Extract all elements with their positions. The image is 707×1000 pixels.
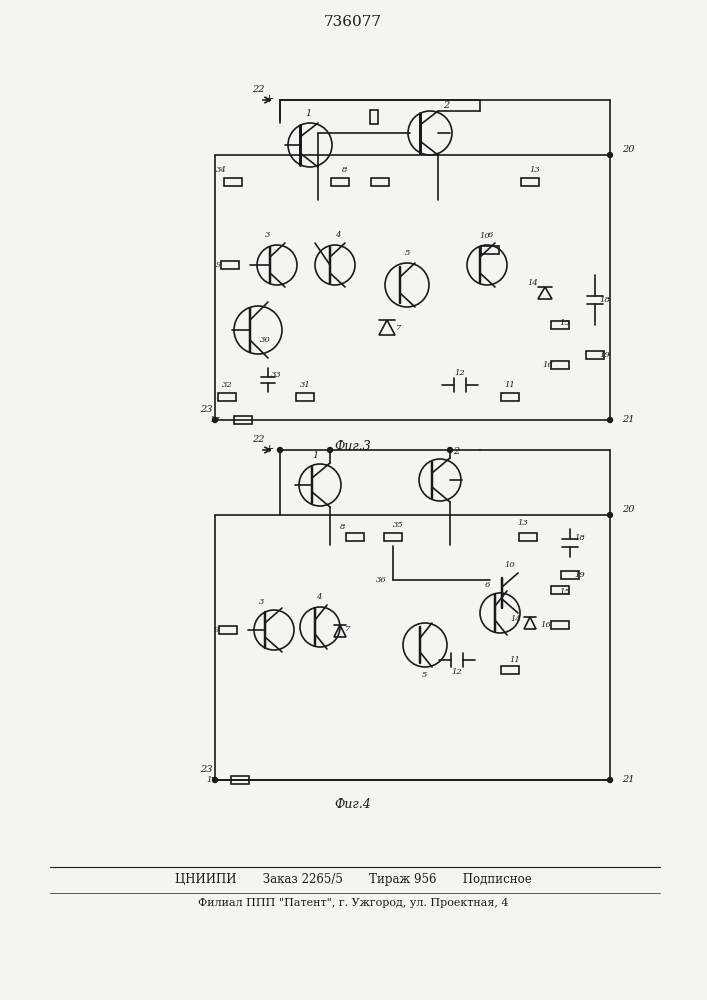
Bar [586, 351, 604, 359]
Bar [346, 533, 364, 541]
Bar [371, 178, 389, 186]
Text: 35: 35 [392, 521, 404, 529]
Circle shape [607, 152, 612, 157]
Text: 2: 2 [443, 101, 449, 109]
Bar [331, 178, 349, 186]
Bar [231, 776, 249, 784]
Text: 9: 9 [216, 261, 221, 269]
Text: +: + [265, 94, 274, 104]
Text: 4: 4 [316, 593, 322, 601]
Text: 3: 3 [265, 231, 271, 239]
Bar [224, 178, 242, 186]
Text: 12: 12 [452, 668, 462, 676]
Text: 2: 2 [453, 448, 459, 456]
Bar [221, 261, 239, 269]
Text: 23: 23 [200, 765, 213, 774]
Bar [519, 533, 537, 541]
Bar [561, 571, 579, 579]
Text: 22: 22 [252, 85, 264, 94]
Text: 19: 19 [600, 351, 610, 359]
Text: 1: 1 [305, 108, 311, 117]
Text: 10: 10 [505, 561, 515, 569]
Text: 8: 8 [342, 166, 348, 174]
Text: 1: 1 [312, 450, 318, 460]
Text: 20: 20 [622, 145, 634, 154]
Bar [219, 626, 237, 634]
Text: 15: 15 [560, 319, 571, 327]
Circle shape [327, 448, 332, 452]
Text: 19: 19 [575, 571, 585, 579]
Text: 9: 9 [214, 626, 218, 634]
Text: 14: 14 [510, 615, 521, 623]
Text: ЦНИИПИ       Заказ 2265/5       Тираж 956       Подписное: ЦНИИПИ Заказ 2265/5 Тираж 956 Подписное [175, 874, 532, 886]
Text: 21: 21 [622, 416, 634, 424]
Text: 3: 3 [259, 598, 264, 606]
Text: 11: 11 [510, 656, 520, 664]
Text: Фиг.4: Фиг.4 [334, 798, 371, 811]
Bar [370, 110, 378, 124]
Text: 18: 18 [575, 534, 585, 542]
Text: 17: 17 [209, 416, 221, 424]
Text: 18: 18 [600, 296, 610, 304]
Circle shape [213, 778, 218, 782]
Text: 6: 6 [484, 581, 490, 589]
Text: 7: 7 [345, 625, 351, 633]
Text: 21: 21 [622, 776, 634, 784]
Text: 34: 34 [216, 166, 226, 174]
Text: 13: 13 [530, 166, 540, 174]
Text: 31: 31 [300, 381, 310, 389]
Text: 36: 36 [375, 576, 386, 584]
Text: 20: 20 [622, 506, 634, 514]
Circle shape [607, 418, 612, 422]
Text: 14: 14 [527, 279, 538, 287]
Text: 6: 6 [487, 231, 493, 239]
Text: 33: 33 [271, 371, 281, 379]
Bar [218, 393, 236, 401]
Text: 736077: 736077 [324, 15, 382, 29]
Text: 5: 5 [405, 249, 411, 257]
Bar [296, 393, 314, 401]
Text: 15: 15 [560, 588, 571, 596]
Text: 7: 7 [397, 324, 402, 332]
Circle shape [607, 512, 612, 518]
Text: -: - [210, 771, 215, 785]
Text: 12: 12 [455, 369, 465, 377]
Circle shape [607, 778, 612, 782]
Text: 8: 8 [340, 523, 346, 531]
Text: 22: 22 [252, 435, 264, 444]
Text: +: + [265, 444, 274, 454]
Bar [521, 178, 539, 186]
Text: 5: 5 [422, 671, 428, 679]
Text: 32: 32 [221, 381, 233, 389]
Bar [551, 321, 569, 329]
Text: 4: 4 [335, 231, 341, 239]
Text: 10: 10 [479, 232, 491, 240]
Text: 17: 17 [206, 776, 217, 784]
Bar [384, 533, 402, 541]
Bar [551, 621, 569, 629]
Text: 30: 30 [259, 336, 270, 344]
Bar [481, 246, 499, 254]
Circle shape [448, 448, 452, 452]
Text: 11: 11 [505, 381, 515, 389]
Text: Филиал ППП "Патент", г. Ужгород, ул. Проектная, 4: Филиал ППП "Патент", г. Ужгород, ул. Про… [198, 898, 508, 908]
Text: -: - [212, 411, 217, 425]
Text: 23: 23 [200, 405, 213, 414]
Text: 16: 16 [541, 621, 551, 629]
Circle shape [278, 448, 283, 452]
Text: Фиг.3: Фиг.3 [334, 440, 371, 453]
Circle shape [213, 418, 218, 422]
Bar [234, 416, 252, 424]
Text: 13: 13 [518, 519, 528, 527]
Bar [501, 666, 519, 674]
Bar [551, 361, 569, 369]
Bar [551, 586, 569, 594]
Bar [501, 393, 519, 401]
Text: 16: 16 [543, 361, 554, 369]
